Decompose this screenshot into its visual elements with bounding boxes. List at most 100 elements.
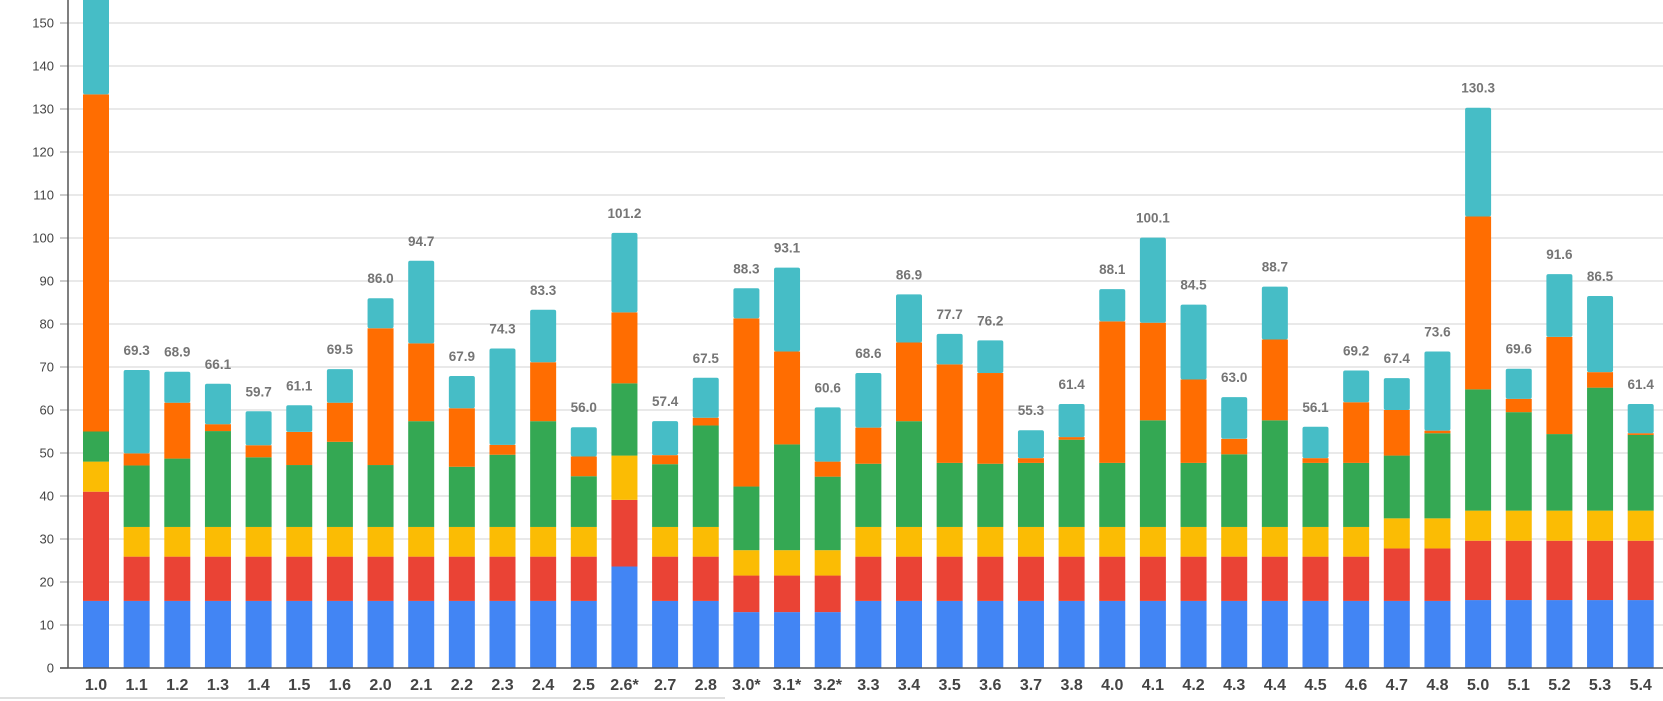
bar-segment-series-3: [367, 526, 394, 557]
x-tick-label: 5.4: [1630, 677, 1652, 694]
bar-segment-series-3: [286, 526, 313, 557]
x-tick-label: 4.5: [1304, 677, 1326, 694]
bar-stack: [245, 411, 272, 668]
data-label: 86.0: [367, 271, 393, 286]
bar-segment-series-2: [570, 556, 597, 601]
bar-segment-series-5: [855, 427, 882, 464]
bar-segment-series-3: [530, 526, 557, 557]
bar-segment-series-2: [326, 556, 353, 601]
bar-segment-series-2: [855, 556, 882, 601]
bar-segment-series-4: [692, 425, 719, 527]
x-tick-label: 2.8: [695, 677, 717, 694]
bar-segment-series-1: [896, 600, 922, 668]
bar-segment-series-6: [1546, 274, 1573, 337]
bar-segment-series-4: [1139, 420, 1166, 527]
bar-segment-series-6: [1383, 378, 1410, 410]
x-tick-label: 4.0: [1101, 677, 1123, 694]
bar-segment-series-2: [1627, 540, 1654, 601]
x-tick-label: 2.5: [573, 677, 595, 694]
bar-segment-series-1: [1627, 600, 1654, 668]
bar-segment-series-4: [1505, 412, 1532, 511]
bar-stack: [774, 267, 801, 668]
bar-stack: [408, 260, 435, 668]
bar-segment-series-6: [489, 348, 516, 445]
bar-stack: [1221, 397, 1248, 668]
bar-segment-series-4: [83, 431, 109, 462]
y-tick-label: 30: [40, 532, 54, 547]
bar-segment-series-3: [1261, 526, 1288, 557]
bar-stack: [164, 371, 191, 668]
bar-segment-series-1: [367, 600, 394, 668]
bar-segment-series-5: [896, 342, 922, 422]
bar-segment-series-5: [936, 364, 963, 463]
bar-stack: [1139, 237, 1166, 668]
x-tick-label: 2.3: [491, 677, 513, 694]
bar-segment-series-6: [1221, 397, 1248, 439]
bar-segment-series-6: [367, 298, 394, 329]
data-label: 73.6: [1424, 325, 1451, 340]
bar-segment-series-3: [448, 526, 475, 557]
bar-stack: [286, 405, 313, 668]
bar-stack: [1424, 351, 1451, 668]
x-tick-label: 4.2: [1182, 677, 1204, 694]
data-labels: 69.3 68.9 66.1 59.7 61.1 69.5 86.0 94.7 67.9 74.3…: [124, 81, 1655, 418]
bar-segment-series-4: [530, 421, 557, 527]
bar-segment-series-2: [408, 556, 435, 601]
bars: [83, 0, 1654, 668]
bar-segment-series-4: [489, 454, 516, 527]
bar-segment-series-5: [1383, 410, 1410, 456]
x-tick-label: 2.1: [410, 677, 432, 694]
data-label: 69.6: [1506, 342, 1533, 357]
data-label: 91.6: [1546, 247, 1573, 262]
y-tick-label: 10: [40, 618, 54, 633]
data-label: 56.1: [1302, 400, 1329, 415]
x-tick-label: 2.4: [532, 677, 554, 694]
data-label: 57.4: [652, 394, 679, 409]
bar-segment-series-2: [611, 499, 638, 567]
bar-segment-series-2: [1587, 540, 1614, 601]
bar-segment-series-2: [489, 556, 516, 601]
bar-segment-series-6: [1180, 304, 1207, 380]
data-label: 86.9: [896, 267, 922, 282]
bar-segment-series-4: [1587, 387, 1614, 511]
bar-segment-series-3: [1343, 526, 1370, 557]
bar-segment-series-3: [408, 526, 435, 557]
bar-segment-series-5: [530, 362, 557, 422]
bar-segment-series-3: [652, 526, 679, 557]
bar-segment-series-4: [1383, 455, 1410, 519]
bar-segment-series-3: [1546, 510, 1573, 541]
bar-segment-series-1: [611, 566, 638, 668]
bar-segment-series-1: [1383, 600, 1410, 668]
bar-segment-series-6: [1627, 403, 1654, 434]
bar-segment-series-3: [1465, 510, 1492, 541]
bar-segment-series-2: [367, 556, 394, 601]
bar-segment-series-5: [448, 408, 475, 467]
bar-segment-series-4: [448, 466, 475, 527]
bar-segment-series-4: [1180, 462, 1207, 527]
x-tick-label: 5.3: [1589, 677, 1611, 694]
bar-segment-series-2: [1099, 556, 1126, 601]
bar-stack: [204, 383, 231, 668]
bar-segment-series-5: [774, 351, 801, 445]
bar-segment-series-6: [1424, 351, 1451, 431]
bar-segment-series-1: [326, 600, 353, 668]
data-label: 59.7: [245, 384, 271, 399]
bar-segment-series-2: [204, 556, 231, 601]
data-label: 101.2: [608, 206, 642, 221]
bar-segment-series-5: [652, 455, 679, 465]
bar-segment-series-4: [408, 421, 435, 527]
x-tick-label: 3.7: [1020, 677, 1042, 694]
bar-segment-series-2: [1058, 556, 1085, 601]
bar-segment-series-1: [1017, 600, 1044, 668]
bar-stack: [1465, 107, 1492, 668]
y-tick-label: 0: [47, 661, 54, 676]
y-tick-label: 90: [40, 274, 54, 289]
bar-segment-series-2: [1546, 540, 1573, 601]
x-tick-label: 3.5: [939, 677, 961, 694]
data-label: 84.5: [1180, 278, 1207, 293]
bar-segment-series-1: [1180, 600, 1207, 668]
bar-segment-series-4: [245, 457, 272, 527]
data-label: 94.7: [408, 234, 434, 249]
bar-segment-series-3: [83, 461, 109, 492]
bar-segment-series-3: [1587, 510, 1614, 541]
